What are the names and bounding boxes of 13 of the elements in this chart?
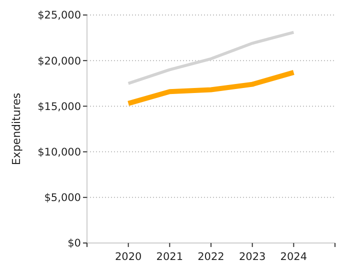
x-tick-label: 2020 [114,251,142,263]
y-axis-title: Expenditures [10,92,23,166]
y-tick-label: $0 [68,238,81,250]
y-tick-label: $20,000 [38,55,81,68]
y-tick-label: $25,000 [38,10,81,22]
y-tick-label: $15,000 [38,100,81,113]
x-tick-label: 2024 [280,251,308,263]
x-tick-label: 2021 [156,251,184,263]
y-tick-label: $10,000 [38,146,81,158]
line-series [126,30,296,85]
y-tick-label: $5,000 [44,192,81,204]
x-tick-label: 2022 [198,251,224,263]
x-tick-label: 2023 [238,251,266,263]
